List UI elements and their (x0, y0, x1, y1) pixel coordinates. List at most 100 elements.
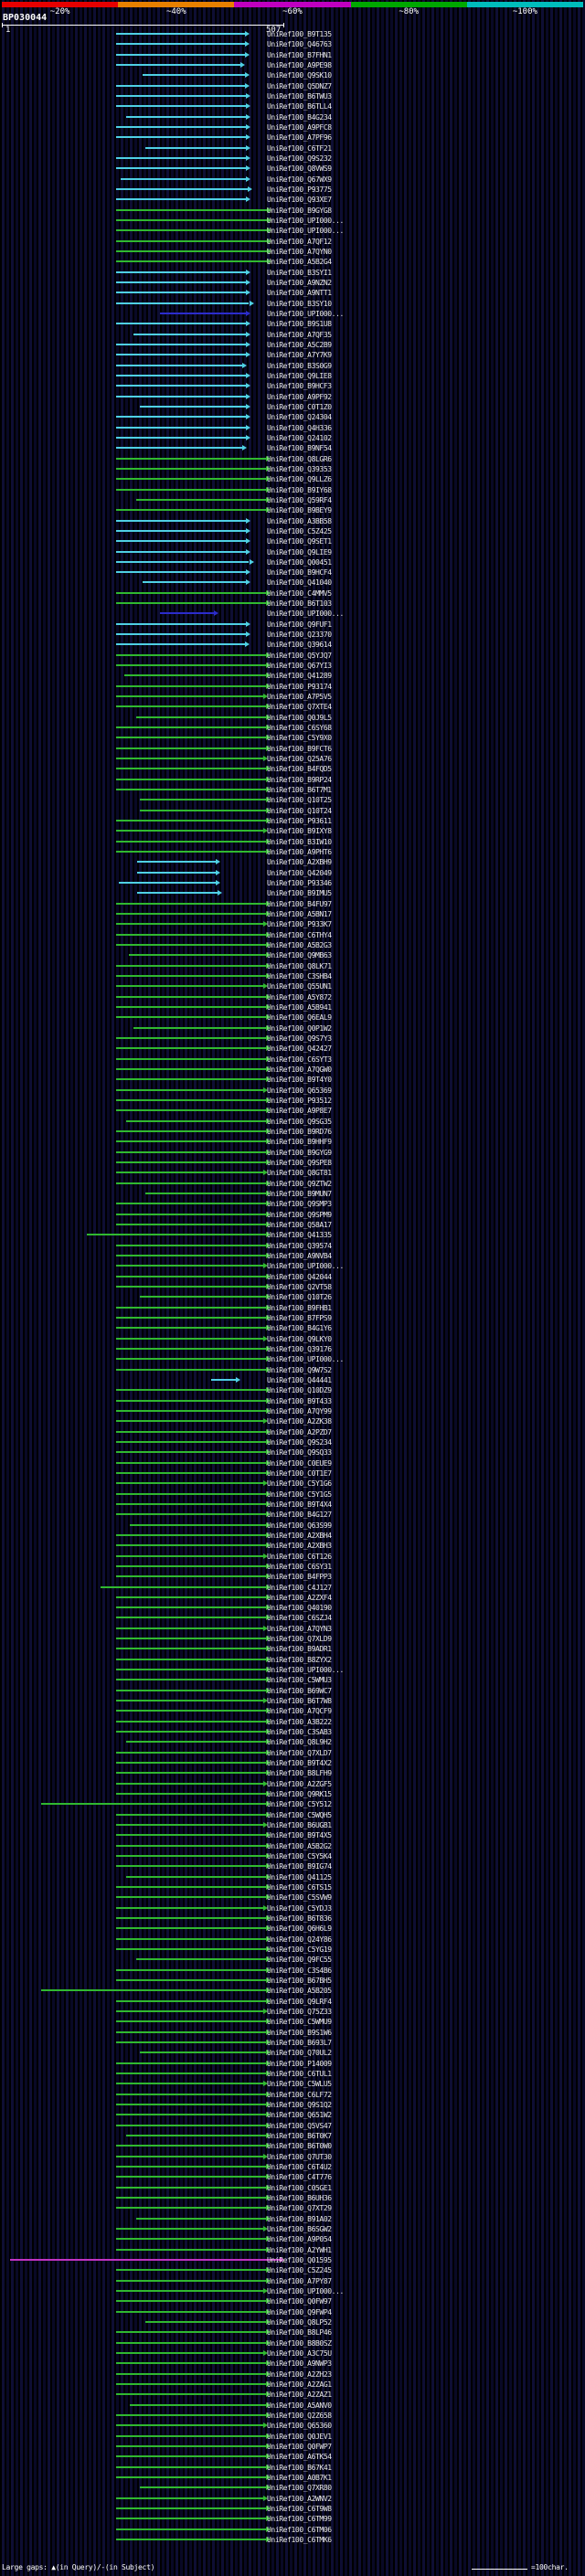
hit-accession-label[interactable]: UniRef100_Q41125 (267, 1872, 332, 1882)
hit-accession-label[interactable]: UniRef100_A9NVB4 (267, 1251, 332, 1260)
alignment-bar[interactable] (116, 1037, 266, 1039)
alignment-bar[interactable] (116, 1285, 266, 1288)
hit-accession-label[interactable]: UniRef100_C6TF21 (267, 143, 332, 153)
alignment-bar[interactable] (116, 187, 249, 190)
alignment-bar[interactable] (116, 995, 266, 998)
hit-accession-label[interactable]: UniRef100_Q10T25 (267, 796, 332, 805)
alignment-bar[interactable] (116, 1844, 266, 1847)
alignment-bar[interactable] (116, 2165, 266, 2168)
hit-accession-label[interactable]: UniRef100_Q9LKY0 (267, 1334, 332, 1343)
alignment-bar[interactable] (116, 1648, 266, 1650)
alignment-bar[interactable] (116, 2465, 266, 2468)
alignment-bar[interactable] (116, 643, 245, 646)
alignment-bar[interactable] (142, 581, 247, 584)
alignment-bar[interactable] (140, 405, 247, 408)
alignment-bar[interactable] (116, 2496, 264, 2499)
alignment-bar[interactable] (116, 1275, 266, 1277)
hit-accession-label[interactable]: UniRef100_C6TUL1 (267, 2070, 332, 2078)
hit-accession-label[interactable]: UniRef100_A2XBH3 (267, 1542, 332, 1551)
alignment-bar[interactable] (116, 2424, 264, 2427)
alignment-bar[interactable] (116, 2176, 266, 2178)
hit-accession-label[interactable]: UniRef100_B6TLL4 (267, 102, 332, 111)
hit-accession-label[interactable]: UniRef100_C0EUE9 (267, 1458, 332, 1468)
hit-accession-label[interactable]: UniRef100_Q75Z33 (267, 2008, 332, 2017)
hit-accession-label[interactable]: UniRef100_Q9RK15 (267, 1790, 332, 1799)
alignment-bar[interactable] (116, 249, 268, 252)
alignment-bar[interactable] (116, 789, 266, 791)
hit-accession-label[interactable]: UniRef100_A5ANV0 (267, 2401, 332, 2410)
alignment-bar[interactable] (116, 2269, 266, 2272)
hit-accession-label[interactable]: UniRef100_Q70UL2 (267, 2049, 332, 2058)
alignment-bar[interactable] (116, 684, 266, 687)
hit-accession-label[interactable]: UniRef100_Q9SMP3 (267, 1200, 332, 1209)
hit-accession-label[interactable]: UniRef100_Q10T26 (267, 1293, 332, 1302)
alignment-bar[interactable] (40, 1989, 266, 1992)
alignment-bar[interactable] (116, 622, 247, 625)
hit-accession-label[interactable]: UniRef100_B8LP46 (267, 2328, 332, 2337)
hit-accession-label[interactable]: UniRef100_Q8LK71 (267, 961, 332, 970)
alignment-bar[interactable] (116, 2372, 266, 2375)
hit-accession-label[interactable]: UniRef100_Q41040 (267, 578, 332, 588)
hit-accession-label[interactable]: UniRef100_Q9S232 (267, 154, 332, 163)
hit-accession-label[interactable]: UniRef100_Q24102 (267, 433, 332, 442)
hit-accession-label[interactable]: UniRef100_B9RP24 (267, 775, 332, 784)
hit-accession-label[interactable]: UniRef100_A2XBH4 (267, 1531, 332, 1540)
alignment-bar[interactable] (116, 1544, 266, 1547)
hit-accession-label[interactable]: UniRef100_P93775 (267, 185, 332, 194)
alignment-bar[interactable] (116, 2362, 266, 2365)
hit-accession-label[interactable]: UniRef100_Q42044 (267, 1272, 332, 1281)
hit-accession-label[interactable]: UniRef100_C6THY4 (267, 930, 332, 939)
hit-accession-label[interactable]: UniRef100_B3SY10 (267, 299, 332, 308)
alignment-bar[interactable] (116, 33, 245, 35)
alignment-bar[interactable] (101, 1585, 266, 1588)
alignment-bar[interactable] (116, 281, 247, 283)
alignment-bar[interactable] (116, 2207, 266, 2210)
alignment-bar[interactable] (116, 653, 266, 656)
alignment-bar[interactable] (116, 2041, 266, 2044)
alignment-bar[interactable] (116, 2382, 266, 2385)
hit-accession-label[interactable]: UniRef100_Q24Y86 (267, 1935, 332, 1944)
alignment-bar[interactable] (40, 1803, 266, 1806)
hit-accession-label[interactable]: UniRef100_C5Y512 (267, 1800, 332, 1809)
alignment-bar[interactable] (116, 830, 264, 832)
alignment-bar[interactable] (116, 1265, 264, 1267)
alignment-bar[interactable] (116, 2528, 266, 2530)
alignment-bar[interactable] (116, 2114, 266, 2116)
alignment-bar[interactable] (116, 1658, 266, 1660)
hit-accession-label[interactable]: UniRef100_C6LF72 (267, 2090, 332, 2099)
hit-accession-label[interactable]: UniRef100_A5Y872 (267, 992, 332, 1002)
alignment-bar[interactable] (116, 1440, 266, 1443)
hit-accession-label[interactable]: UniRef100_Q59RF4 (267, 495, 332, 504)
hit-accession-label[interactable]: UniRef100_Q5VS47 (267, 2121, 332, 2130)
alignment-bar[interactable] (116, 602, 266, 605)
alignment-bar[interactable] (116, 1337, 264, 1340)
alignment-bar[interactable] (135, 716, 266, 718)
hit-accession-label[interactable]: UniRef100_UPI000... (267, 2286, 344, 2295)
alignment-bar[interactable] (116, 136, 247, 139)
alignment-bar[interactable] (116, 1865, 266, 1868)
alignment-bar[interactable] (116, 457, 266, 460)
hit-accession-label[interactable]: UniRef100_A2XBH9 (267, 858, 332, 867)
alignment-bar[interactable] (116, 2145, 266, 2147)
alignment-bar[interactable] (116, 1129, 266, 1132)
alignment-bar[interactable] (116, 374, 247, 376)
hit-accession-label[interactable]: UniRef100_C6TMK6 (267, 2535, 332, 2544)
alignment-bar[interactable] (116, 705, 266, 708)
hit-accession-label[interactable]: UniRef100_A2YWH1 (267, 2245, 332, 2254)
hit-accession-label[interactable]: UniRef100_A7QYN0 (267, 247, 332, 256)
hit-accession-label[interactable]: UniRef100_Q44441 (267, 1375, 332, 1384)
hit-accession-label[interactable]: UniRef100_Q4H336 (267, 423, 332, 432)
alignment-bar[interactable] (116, 1399, 266, 1402)
hit-accession-label[interactable]: UniRef100_B9IY68 (267, 485, 332, 494)
hit-accession-label[interactable]: UniRef100_Q9LIE9 (267, 547, 332, 557)
alignment-bar[interactable] (116, 1389, 266, 1392)
hit-accession-label[interactable]: UniRef100_A7P5V5 (267, 693, 332, 702)
alignment-bar[interactable] (125, 1875, 266, 1878)
alignment-bar[interactable] (116, 125, 247, 128)
hit-accession-label[interactable]: UniRef100_Q10DZ9 (267, 1386, 332, 1395)
alignment-bar[interactable] (116, 509, 266, 512)
alignment-bar[interactable] (116, 1088, 264, 1091)
hit-accession-label[interactable]: UniRef100_A9NZN2 (267, 278, 332, 287)
hit-accession-label[interactable]: UniRef100_C6T4U2 (267, 2162, 332, 2171)
alignment-bar[interactable] (116, 1461, 266, 1464)
